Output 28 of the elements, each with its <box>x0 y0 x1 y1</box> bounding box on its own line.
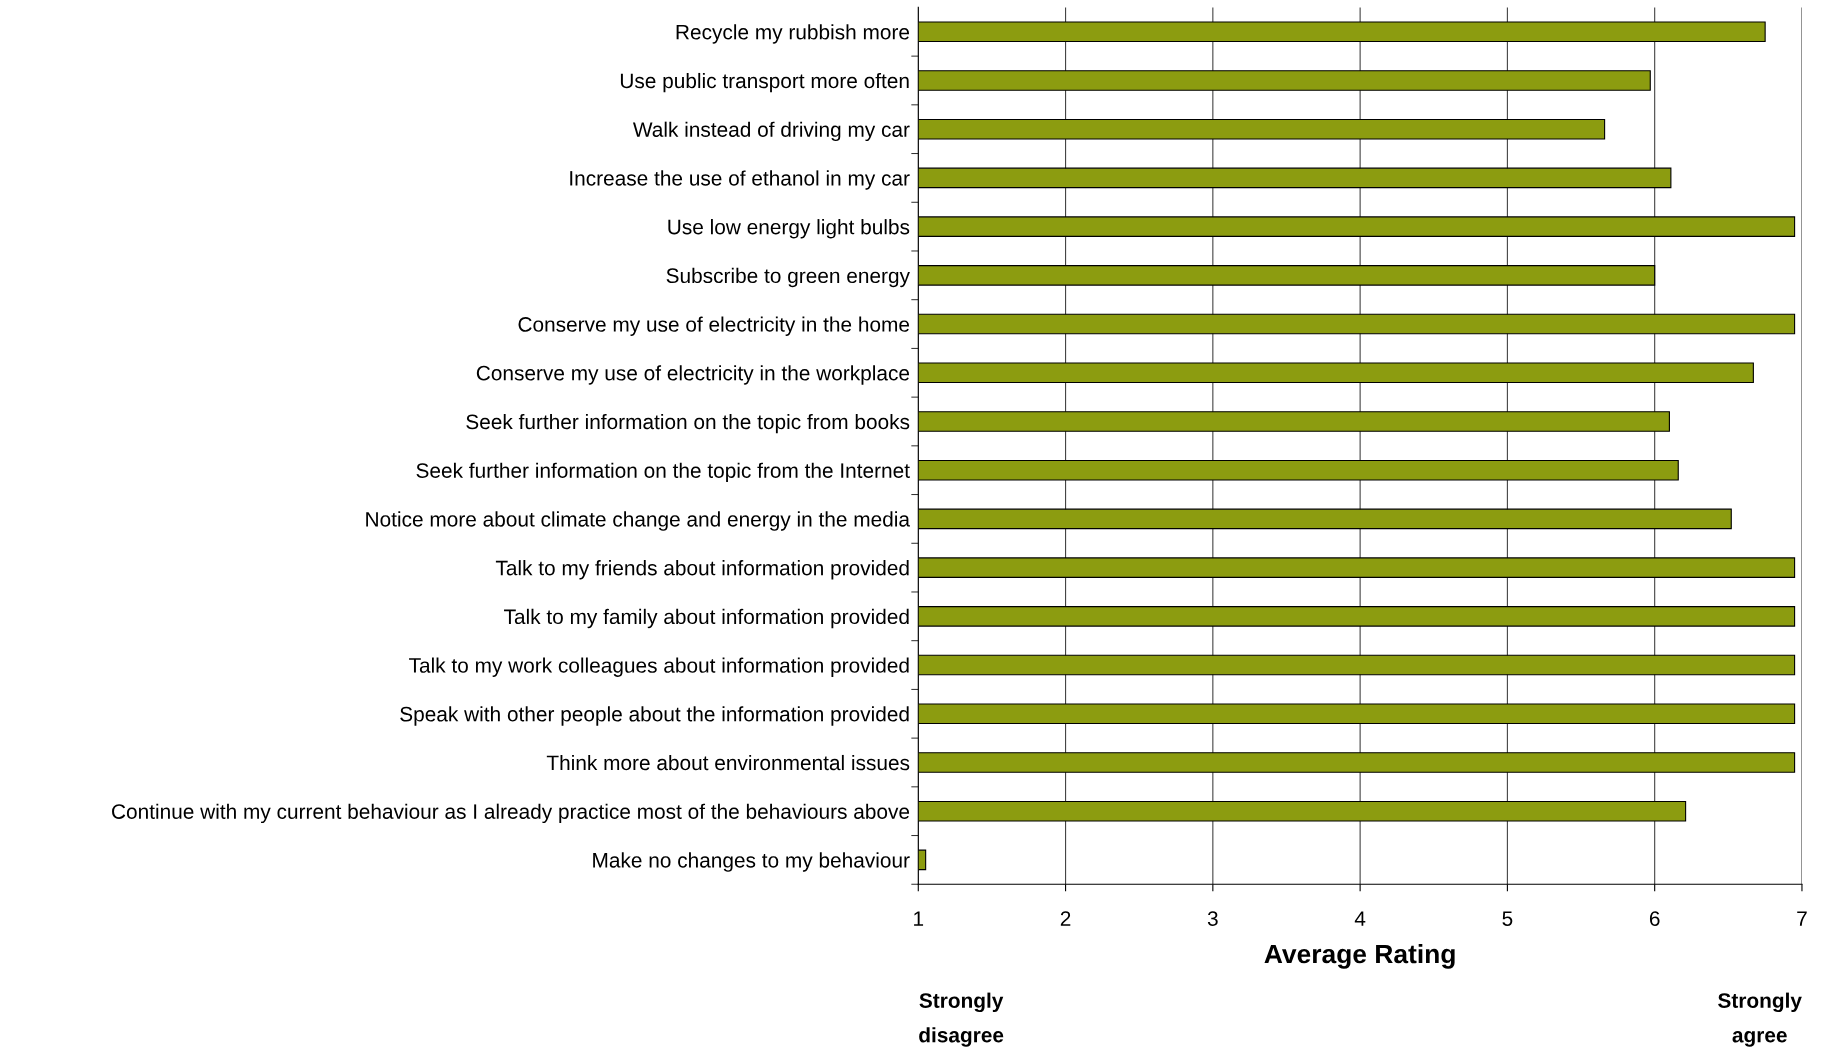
y-tick-label: Talk to my friends about information provided <box>495 560 909 580</box>
x-axis-title: Average Rating <box>1264 943 1455 969</box>
y-tick-label: Make no changes to my behaviour <box>593 852 910 872</box>
x-tick-label: 2 <box>1060 911 1071 926</box>
x-tick-label: 7 <box>1797 911 1807 926</box>
x-tick-label: 5 <box>1502 911 1513 926</box>
x-tick-label: 1 <box>914 911 924 926</box>
y-tick-label: Conserve my use of electricity in the workplace <box>476 365 910 385</box>
y-tick-label: Talk to my work colleagues about information provided <box>409 657 909 677</box>
y-tick-label: Increase the use of ethanol in my car <box>570 170 910 190</box>
y-tick-label: Continue with my current behaviour as I already practice most of the behaviours above <box>112 803 910 824</box>
y-tick-label: Notice more about climate change and energy in the media <box>366 511 910 531</box>
y-tick-label: Seek further information on the topic from books <box>466 413 910 434</box>
y-tick-label: Subscribe to green energy <box>666 267 910 288</box>
x-tick-label: 4 <box>1354 911 1366 926</box>
x-tick-label: 3 <box>1207 911 1218 926</box>
text: Strongly disagree <box>919 992 1004 1047</box>
y-tick-label: Think more about environmental issues <box>546 754 910 771</box>
text: Strongly agree <box>1718 992 1802 1047</box>
y-tick-label: Speak with other people about the information provided <box>400 706 909 726</box>
y-tick-label: Use public transport more often <box>620 72 909 93</box>
x-tick-label: 6 <box>1649 911 1660 926</box>
y-tick-label: Conserve my use of electricity in the home <box>518 316 910 336</box>
y-tick-label: Walk instead of driving my car <box>632 121 910 142</box>
y-tick-label: Use low energy light bulbs <box>668 219 910 239</box>
y-tick-label: Talk to my family about information provided <box>504 608 909 629</box>
y-tick-label: Recycle my rubbish more <box>676 24 910 44</box>
y-tick-label: Seek further information on the topic from the Internet <box>416 462 910 483</box>
